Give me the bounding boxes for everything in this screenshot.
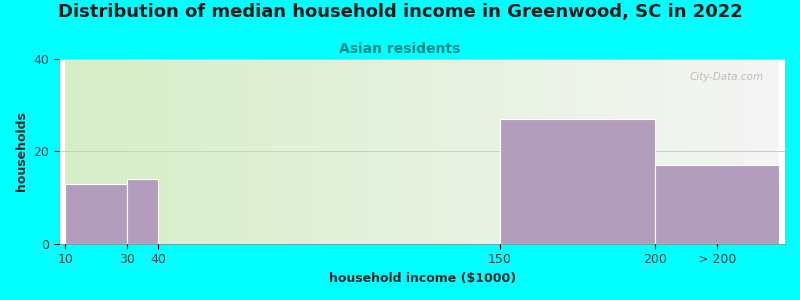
Y-axis label: households: households: [15, 111, 28, 191]
Bar: [500, 119, 654, 244]
X-axis label: household income ($1000): household income ($1000): [329, 272, 516, 285]
Text: Asian residents: Asian residents: [339, 42, 461, 56]
Bar: [66, 184, 127, 244]
Text: City-Data.com: City-Data.com: [689, 72, 763, 82]
Text: Distribution of median household income in Greenwood, SC in 2022: Distribution of median household income …: [58, 3, 742, 21]
Bar: [654, 165, 778, 244]
Bar: [127, 179, 158, 244]
